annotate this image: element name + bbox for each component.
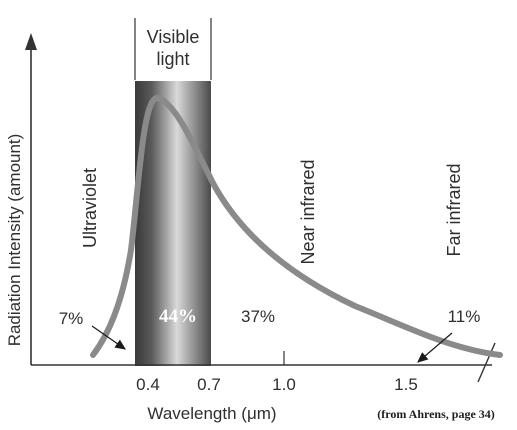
far-infrared-label: Far infrared — [444, 163, 464, 256]
ultraviolet-label: Ultraviolet — [80, 168, 100, 248]
far-infrared-pointer-arrow — [417, 332, 453, 363]
visible-label-line2: light — [156, 49, 189, 69]
x-tick-label-1-5: 1.5 — [394, 375, 418, 394]
near-infrared-label: Near infrared — [298, 159, 318, 264]
visible-label-line1: Visible — [147, 27, 200, 47]
x-tick-label-0-4: 0.4 — [136, 375, 160, 394]
visible-percent: 44% — [159, 306, 197, 327]
y-axis-arrow — [25, 33, 37, 50]
x-axis-end-slash — [477, 342, 496, 383]
x-tick-label-0-7: 0.7 — [197, 375, 221, 394]
spectrum-curve — [90, 95, 503, 358]
ultraviolet-pointer-arrow — [91, 325, 126, 350]
ultraviolet-percent: 7% — [59, 309, 84, 328]
x-tick-label-1-0: 1.0 — [272, 375, 296, 394]
y-axis-label: Radiation Intensity (amount) — [5, 134, 24, 347]
source-note: (from Ahrens, page 34) — [377, 407, 495, 421]
near-infrared-percent: 37% — [241, 307, 275, 326]
x-axis-label: Wavelength (μm) — [147, 404, 276, 423]
far-infrared-percent: 11% — [448, 307, 481, 326]
